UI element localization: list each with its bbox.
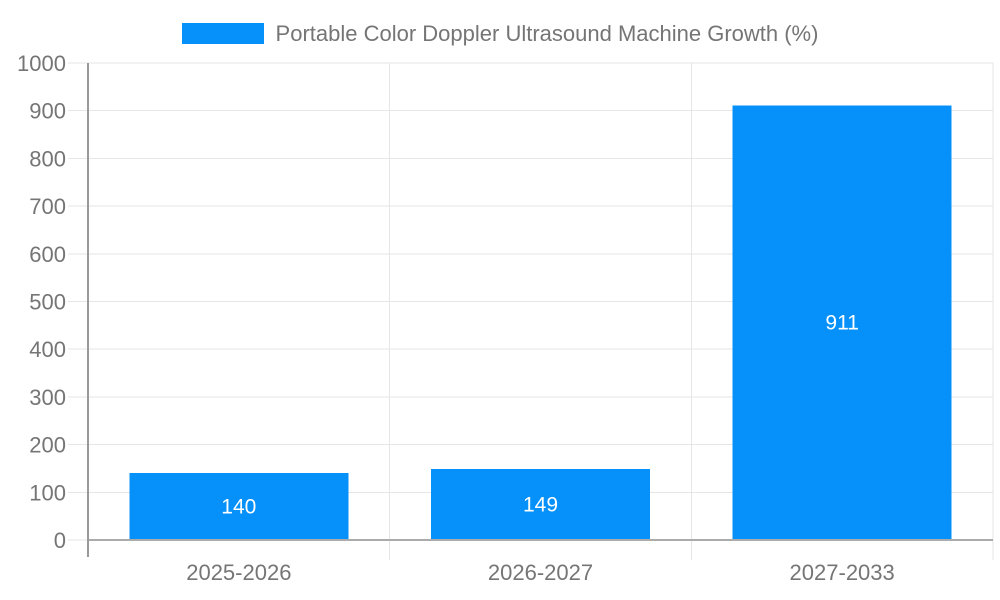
y-tick-label: 400 — [29, 337, 66, 362]
bar-value-label: 911 — [825, 312, 858, 335]
bar-2027-2033[interactable] — [732, 105, 952, 540]
y-tick-label: 200 — [29, 433, 66, 458]
y-tick-label: 800 — [29, 146, 66, 171]
y-tick-label: 700 — [29, 194, 66, 219]
legend-swatch — [181, 23, 264, 44]
chart-legend: Portable Color Doppler Ultrasound Machin… — [0, 20, 1000, 47]
bar-2025-2026[interactable] — [129, 473, 349, 540]
bar-2026-2027[interactable] — [431, 468, 650, 540]
bar-value-label: 140 — [221, 496, 256, 519]
y-tick-label: 1000 — [17, 51, 66, 76]
y-tick-label: 600 — [29, 242, 66, 267]
x-category-label: 2025-2026 — [186, 560, 291, 585]
x-category-label: 2027-2033 — [790, 560, 895, 585]
y-tick-label: 900 — [29, 99, 66, 124]
bar-value-label: 149 — [523, 493, 558, 516]
y-tick-label: 0 — [54, 528, 66, 553]
legend-label: Portable Color Doppler Ultrasound Machin… — [275, 20, 819, 46]
y-tick-label: 300 — [29, 385, 66, 410]
x-category-label: 2026-2027 — [488, 560, 593, 585]
y-tick-label: 500 — [29, 290, 66, 315]
y-tick-label: 100 — [29, 480, 66, 505]
